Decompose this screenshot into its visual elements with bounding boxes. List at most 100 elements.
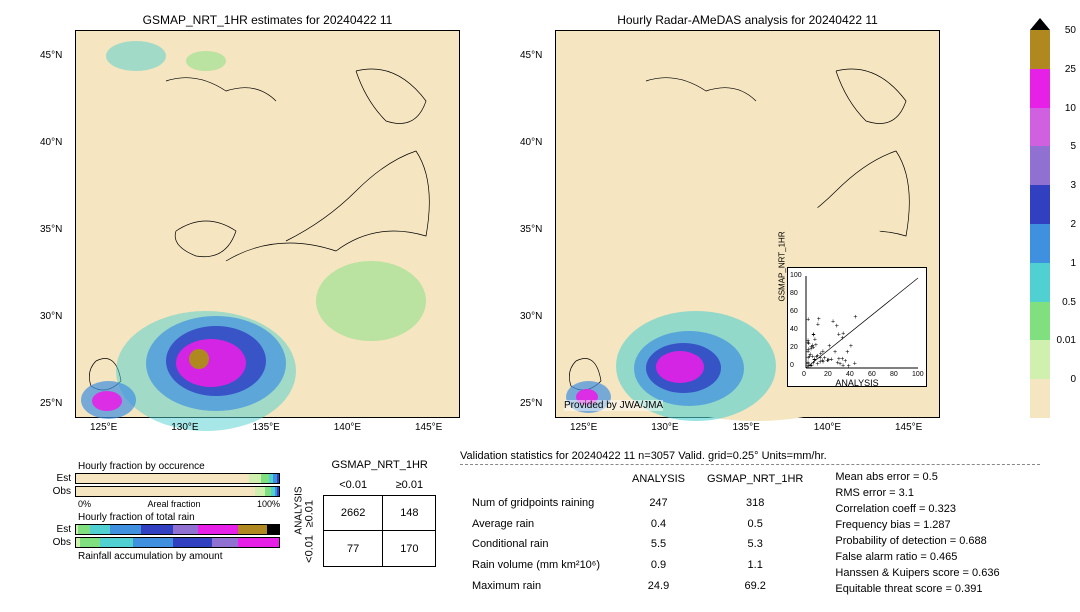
scatter-xtick: 20 [824,371,832,378]
axis-tick: 30°N [40,311,62,322]
axis-end: 100% [257,499,280,509]
rain-region [176,339,246,387]
bar-segment [173,525,197,534]
stat-line: Mean abs error = 0.5 [835,469,999,485]
bar-segment [277,487,279,496]
colorbar-segment [1030,263,1050,302]
fraction-panel: Hourly fraction by occurence Est Obs 0% … [50,458,280,563]
scatter-ytick: 60 [790,308,798,315]
stat-line: Probability of detection = 0.688 [835,533,999,549]
svg-text:+: + [827,343,831,350]
validation-stats: Mean abs error = 0.5RMS error = 3.1Corre… [835,469,999,597]
occurrence-title: Hourly fraction by occurence [78,461,280,472]
colorbar-segment [1030,108,1050,147]
scatter-ytick: 40 [790,326,798,333]
bar-segment [90,525,110,534]
cont-cell-10: 77 [324,531,383,567]
svg-text:+: + [843,358,847,365]
svg-text:+: + [835,323,839,330]
axis-tick: 130°E [651,422,678,433]
scatter-xtick: 40 [846,371,854,378]
scatter-ylabel: GSMAP_NRT_1HR [778,231,787,301]
axis-tick: 45°N [40,50,62,61]
map-left: GSMAP_NRT_1HR estimates for 20240422 11 [75,30,460,418]
colorbar-tick: 2 [1070,219,1076,230]
table-row: Rain volume (mm km²10⁶)0.91.1 [462,556,813,575]
colorbar-tick: 3 [1070,180,1076,191]
bar-segment [78,525,90,534]
bar-segment [133,538,174,547]
cont-col-0: <0.01 [324,475,383,496]
svg-text:+: + [837,331,841,338]
val-col-0: ANALYSIS [622,471,695,492]
rain-region [189,349,209,369]
bar-segment [261,474,269,483]
bar-segment [277,474,279,483]
axis-tick: 140°E [814,422,841,433]
rain-region [106,41,166,71]
axis-tick: 35°N [40,224,62,235]
axis-tick: 130°E [171,422,198,433]
colorbar-tick: 0.01 [1057,335,1076,346]
svg-text:+: + [833,349,837,356]
svg-text:+: + [817,316,821,323]
bar-segment [267,525,279,534]
bar-segment [249,474,261,483]
axis-tick: 125°E [90,422,117,433]
svg-text:+: + [806,317,810,324]
axis-tick: 125°E [570,422,597,433]
cont-cell-01: 148 [383,496,436,531]
axis-tick: 145°E [415,422,442,433]
axis-start: 0% [78,499,91,509]
obs-label-2: Obs [50,537,75,548]
colorbar-segment [1030,146,1050,185]
contingency-panel: ANALYSIS GSMAP_NRT_1HR <0.01 ≥0.01 ≥0.01… [295,455,436,567]
bar-segment [80,538,100,547]
colorbar-tick: 0 [1070,374,1076,385]
cont-row-1: <0.01 [295,531,324,567]
contingency-table: GSMAP_NRT_1HR <0.01 ≥0.01 ≥0.01 2662 148… [295,455,436,567]
svg-text:+: + [853,361,857,368]
rain-region [186,51,226,71]
colorbar-tick: 5 [1070,141,1076,152]
rain-region [316,261,426,341]
colorbar-segment [1030,379,1050,418]
axis-tick: 40°N [520,137,542,148]
validation-title: Validation statistics for 20240422 11 n=… [460,450,1040,465]
svg-text:+: + [831,319,835,326]
bar-segment [173,538,212,547]
scatter-xtick: 0 [802,371,806,378]
stat-line: False alarm ratio = 0.465 [835,549,999,565]
table-row: Num of gridpoints raining247318 [462,494,813,513]
occurrence-est-bar [75,473,280,484]
scatter-xlabel: ANALYSIS [788,378,926,388]
axis-tick: 135°E [733,422,760,433]
bar-segment [110,525,140,534]
scatter-inset: ++++++++++++++++++++++++++++++++++++++++… [787,267,927,387]
axis-tick: 45°N [520,50,542,61]
map-right: Hourly Radar-AMeDAS analysis for 2024042… [555,30,940,418]
areal-fraction-label: Areal fraction [147,499,200,509]
scatter-ytick: 0 [790,362,794,369]
svg-text:+: + [816,353,820,360]
svg-text:+: + [827,357,831,364]
svg-text:+: + [809,346,813,353]
obs-label: Obs [50,486,75,497]
svg-text:+: + [853,314,857,321]
map-left-title: GSMAP_NRT_1HR estimates for 20240422 11 [76,13,459,27]
cont-colheader: GSMAP_NRT_1HR [324,455,436,475]
svg-text:+: + [811,331,815,338]
bar-segment [198,525,239,534]
colorbar-segment [1030,185,1050,224]
table-row: Average rain0.40.5 [462,514,813,533]
est-label: Est [50,473,75,484]
colorbar-tick: 10 [1065,103,1076,114]
axis-tick: 35°N [520,224,542,235]
bar-segment [100,538,132,547]
bar-segment [238,525,266,534]
total-obs-bar [75,537,280,548]
val-col-1: GSMAP_NRT_1HR [697,471,813,492]
colorbar-segment [1030,224,1050,263]
table-row: Maximum rain24.969.2 [462,576,813,595]
colorbar-segment [1030,69,1050,108]
